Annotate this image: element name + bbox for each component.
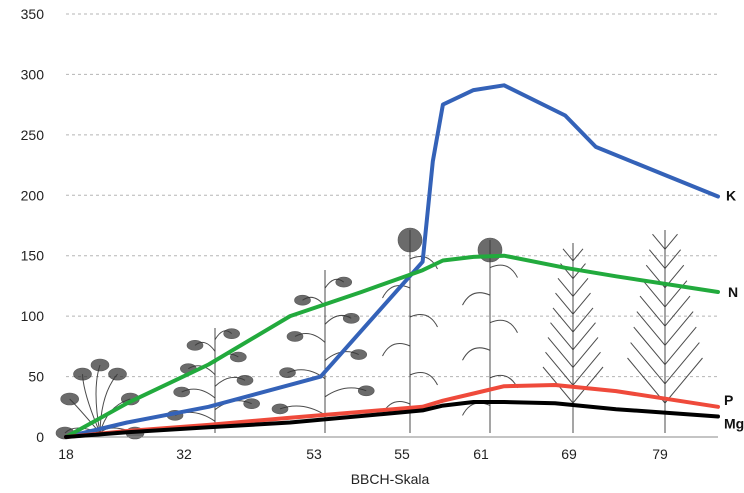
- y-tick-label: 50: [28, 369, 44, 385]
- y-tick-label: 100: [21, 308, 45, 324]
- plant-illustration: [382, 227, 438, 433]
- y-tick-label: 300: [21, 66, 45, 82]
- series-labels: K N P Mg: [724, 187, 744, 431]
- x-tick-label: 55: [394, 446, 410, 462]
- series-line-k: [64, 83, 720, 439]
- y-tick-label: 150: [21, 248, 45, 264]
- plant-illustration: [166, 328, 260, 433]
- series-label-mg: Mg: [724, 415, 744, 431]
- x-tick-label: 32: [176, 446, 192, 462]
- x-tick-label: 61: [473, 446, 489, 462]
- series-line-mg: [64, 400, 720, 439]
- plant-illustration: [271, 270, 375, 433]
- y-tick-labels: 0 50 100 150 200 250 300 350: [21, 6, 45, 445]
- x-tick-labels: 18 32 53 55 61 69 79: [58, 446, 668, 462]
- y-tick-label: 250: [21, 127, 45, 143]
- plant-illustration: [542, 243, 604, 433]
- x-tick-label: 79: [652, 446, 668, 462]
- series-line-n: [64, 253, 720, 439]
- y-tick-label: 0: [36, 429, 44, 445]
- x-tick-label: 53: [306, 446, 322, 462]
- x-tick-label: 69: [561, 446, 577, 462]
- series-label-n: N: [728, 284, 738, 300]
- y-tick-label: 350: [21, 6, 45, 22]
- series-lines: [64, 83, 720, 439]
- x-tick-label: 18: [58, 446, 74, 462]
- series-label-k: K: [726, 187, 736, 203]
- series-label-p: P: [724, 392, 733, 408]
- grid-lines: [66, 13, 718, 378]
- y-tick-label: 200: [21, 187, 45, 203]
- x-axis-title: BBCH-Skala: [351, 471, 430, 487]
